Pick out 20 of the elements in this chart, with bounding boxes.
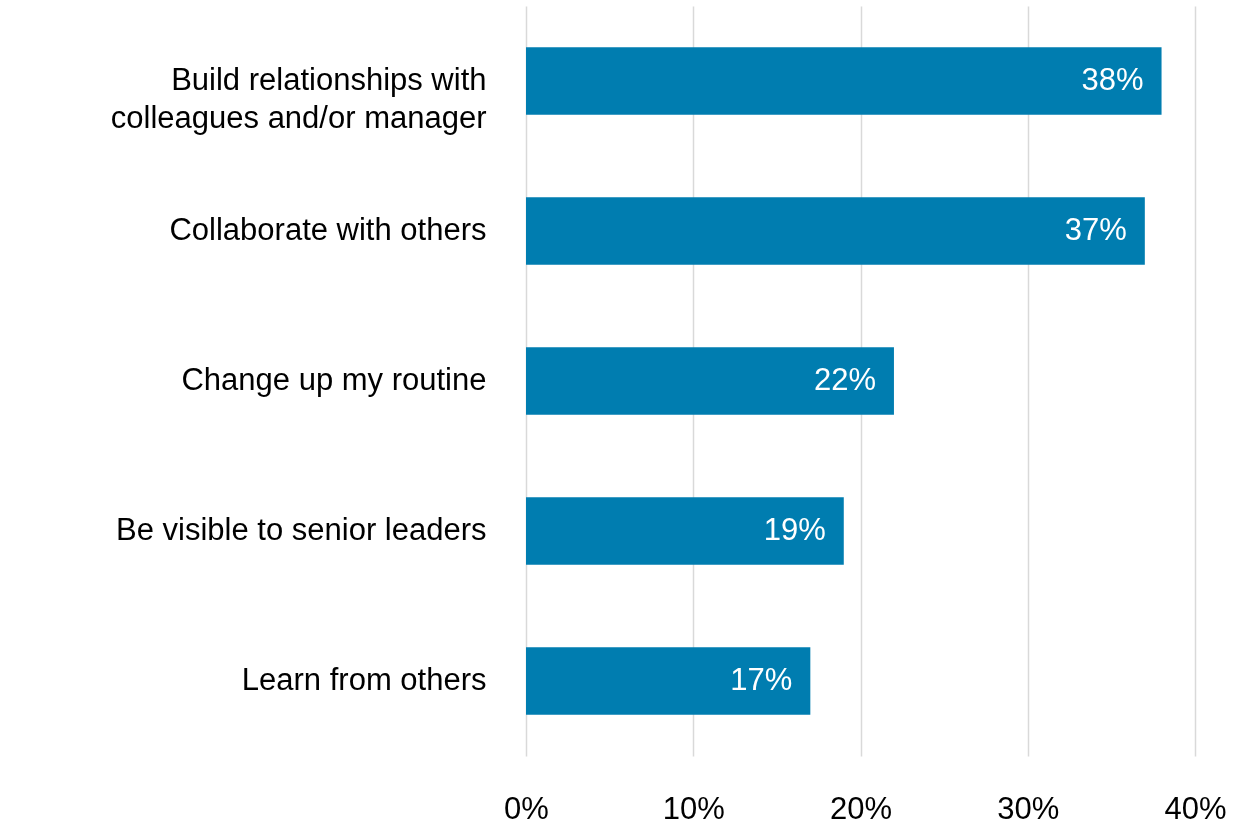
x-tick-label: 10%	[662, 790, 725, 826]
x-tick-label: 20%	[829, 790, 893, 826]
y-tick-label: Collaborate with others	[169, 212, 487, 247]
bar	[526, 47, 1162, 115]
y-tick-label: Build relationships with colleagues and/or manager	[110, 62, 487, 135]
data-label: 17%	[730, 662, 793, 697]
bar	[526, 347, 894, 415]
x-tick-label: 40%	[1164, 790, 1227, 826]
bar	[526, 647, 811, 715]
x-tick-label: 30%	[997, 790, 1060, 826]
bar	[526, 197, 1145, 265]
y-tick-label: Be visible to senior leaders	[116, 512, 487, 547]
y-tick-label: Change up my routine	[181, 362, 487, 397]
data-label: 37%	[1064, 212, 1127, 247]
bar	[526, 497, 844, 565]
x-tick-label: 0%	[504, 790, 549, 826]
data-label: 38%	[1081, 62, 1144, 97]
data-label: 19%	[763, 512, 826, 547]
y-tick-label: Learn from others	[241, 662, 487, 697]
data-label: 22%	[813, 362, 876, 397]
